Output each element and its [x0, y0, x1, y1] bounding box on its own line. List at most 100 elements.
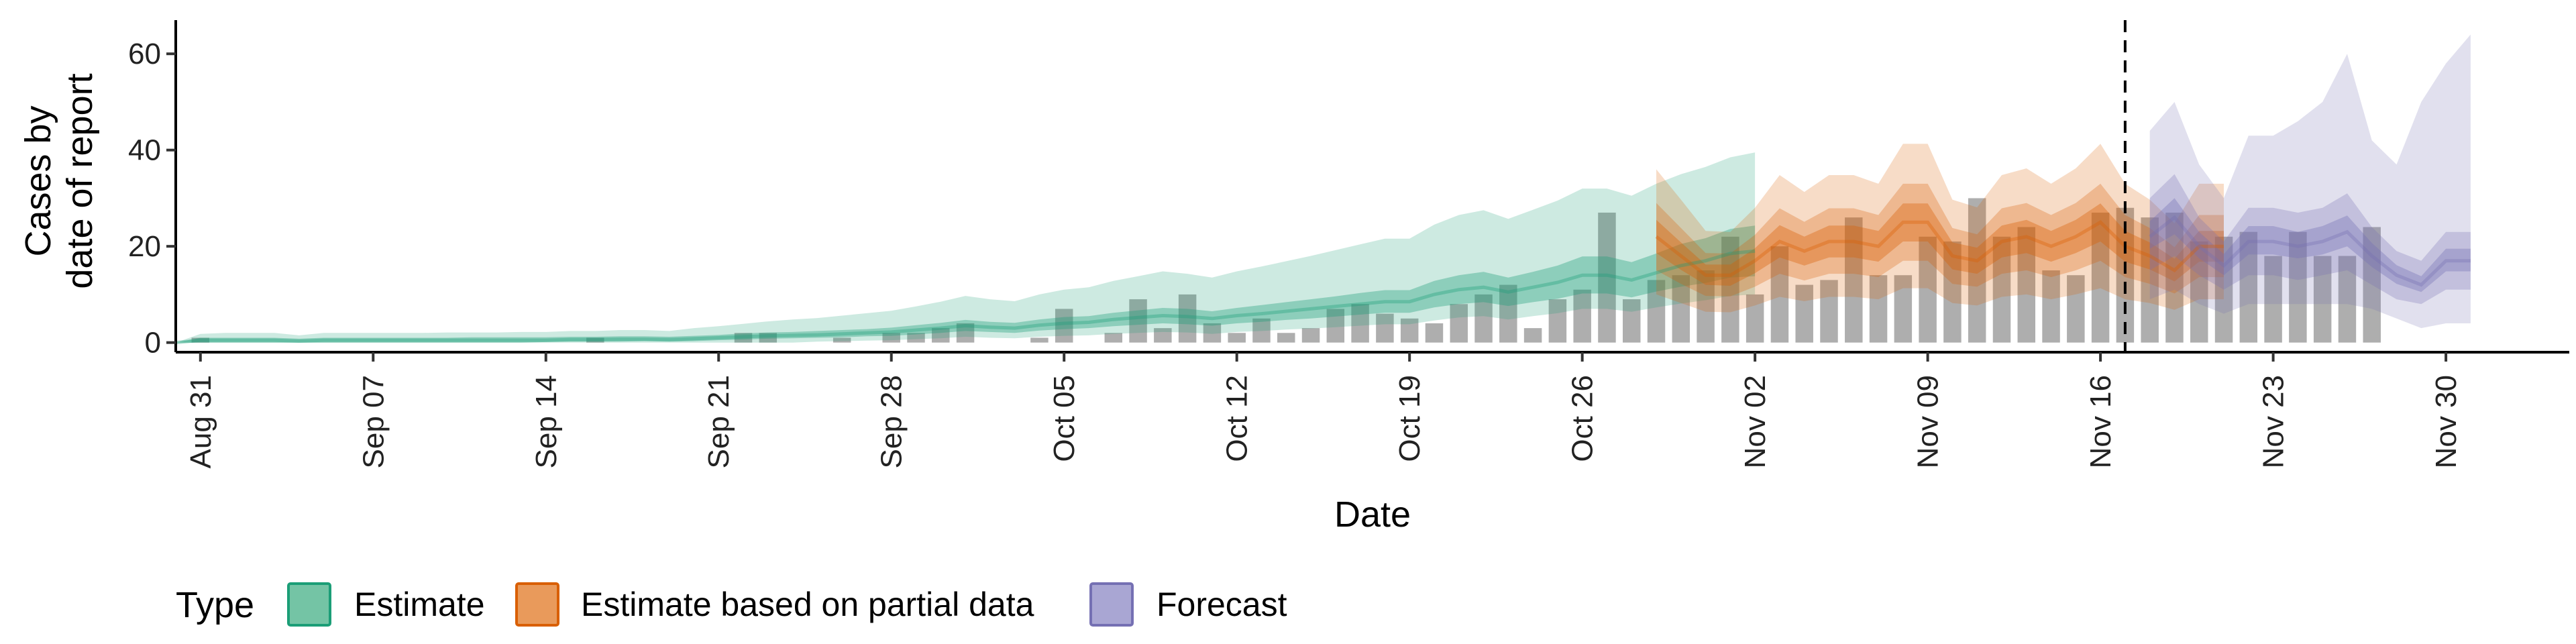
- reported-case-bar: [2141, 217, 2159, 343]
- x-tick-label: Sep 14: [530, 375, 563, 468]
- median-line-series-2: [2149, 215, 2471, 287]
- reported-case-bar: [2190, 241, 2208, 343]
- band-outer-series-0: [176, 152, 1756, 343]
- band-mid-series-2: [2149, 174, 2471, 305]
- series-0-bands: [176, 152, 1756, 343]
- y-tick-label: 60: [128, 38, 161, 70]
- reported-case-bar: [1030, 337, 1049, 343]
- x-tick-label: Nov 02: [1739, 375, 1772, 468]
- reported-case-bar: [1203, 323, 1222, 343]
- legend-label-estimate: Estimate: [354, 586, 485, 623]
- x-tick-label: Sep 07: [357, 375, 390, 468]
- reported-case-bar: [2017, 227, 2036, 343]
- reported-case-bar: [1622, 299, 1641, 343]
- band-inner-series-0: [176, 225, 1756, 343]
- reported-case-bar: [1301, 328, 1320, 343]
- x-tick-label: Nov 09: [1912, 375, 1945, 468]
- y-tick-label: 40: [128, 134, 161, 167]
- reported-case-bar: [1598, 212, 1616, 343]
- reported-case-bar: [1425, 323, 1444, 343]
- legend-swatch-forecast: [1089, 582, 1134, 627]
- reported-case-bar: [1992, 236, 2011, 343]
- reported-case-bar: [2214, 236, 2233, 343]
- reported-case-bar: [1252, 318, 1271, 343]
- median-line-series-0: [175, 249, 1756, 345]
- reported-case-bar: [1450, 304, 1468, 343]
- reported-case-bar: [1746, 294, 1764, 343]
- reported-case-bar: [191, 337, 210, 343]
- reported-case-bar: [1845, 217, 1863, 343]
- y-tick-label: 0: [145, 327, 161, 360]
- reported-case-bar: [1277, 333, 1295, 343]
- reported-case-bar: [2239, 231, 2258, 343]
- reported-case-bar: [1770, 246, 1789, 343]
- y-tick-label: 20: [128, 230, 161, 263]
- reported-case-bar: [1351, 304, 1369, 343]
- reported-case-bar: [2338, 256, 2357, 343]
- reported-case-bar: [1647, 280, 1666, 343]
- legend: Type Estimate Estimate based on partial …: [176, 582, 1287, 627]
- x-tick-label: Aug 31: [184, 375, 217, 468]
- reported-case-bar: [932, 328, 950, 343]
- band-mid-series-1: [1656, 183, 2224, 297]
- reported-case-bar: [1968, 198, 1986, 343]
- legend-title: Type: [176, 585, 254, 625]
- reported-case-bar: [1795, 284, 1813, 343]
- reported-case-bar: [759, 333, 777, 343]
- median-line-series-1: [1655, 220, 2224, 277]
- reported-case-bar: [2264, 256, 2282, 343]
- reported-case-bar: [2313, 256, 2332, 343]
- x-tick-label: Oct 12: [1221, 375, 1254, 462]
- reported-case-bar: [1523, 328, 1542, 343]
- reported-case-bar: [2363, 227, 2381, 343]
- series-1-bands: [1656, 144, 2224, 313]
- reported-case-bar: [1672, 275, 1690, 343]
- y-axis: 0 20 40 60: [128, 20, 177, 360]
- reported-cases-bars: [191, 198, 2381, 343]
- reported-case-bar: [2289, 231, 2307, 343]
- reported-case-bar: [1919, 236, 1937, 343]
- reported-case-bar: [1376, 313, 1394, 343]
- reported-case-bar: [1055, 309, 1073, 343]
- legend-label-partial: Estimate based on partial data: [581, 586, 1034, 623]
- legend-swatch-partial: [515, 582, 559, 627]
- x-tick-label: Sep 28: [875, 375, 908, 468]
- reported-case-bar: [2165, 212, 2184, 343]
- legend-swatch-estimate: [287, 582, 331, 627]
- reported-case-bar: [2042, 270, 2060, 343]
- reported-case-bar: [1499, 284, 1517, 343]
- x-tick-label: Oct 05: [1048, 375, 1081, 462]
- reported-case-bar: [1869, 275, 1888, 343]
- reported-case-bar: [586, 337, 604, 343]
- plot-area: [175, 34, 2471, 345]
- reported-case-bar: [1943, 241, 1962, 343]
- reported-case-bar: [1178, 294, 1197, 343]
- x-tick-label: Oct 26: [1566, 375, 1599, 462]
- median-lines: [175, 215, 2471, 345]
- reported-case-bar: [1104, 333, 1123, 343]
- x-tick-label: Nov 23: [2257, 375, 2290, 468]
- reported-case-bar: [1400, 318, 1419, 343]
- x-axis-title: Date: [1334, 494, 1411, 535]
- x-tick-label: Nov 30: [2430, 375, 2463, 468]
- reported-case-bar: [1474, 294, 1493, 343]
- x-tick-label: Oct 19: [1393, 375, 1426, 462]
- reported-case-bar: [1129, 299, 1147, 343]
- reported-case-bar: [734, 333, 753, 343]
- band-inner-series-1: [1656, 203, 2224, 286]
- band-inner-series-2: [2149, 198, 2471, 292]
- reported-case-bar: [1894, 275, 1913, 343]
- x-tick-label: Sep 21: [702, 375, 735, 468]
- legend-label-forecast: Forecast: [1157, 586, 1287, 623]
- x-tick-label: Nov 16: [2084, 375, 2117, 468]
- y-axis-title-line-1: Cases by: [18, 105, 58, 256]
- reported-case-bar: [1548, 299, 1567, 343]
- reported-case-bar: [1697, 270, 1715, 343]
- reported-case-bar: [1721, 236, 1739, 343]
- band-outer-series-1: [1656, 144, 2224, 313]
- y-axis-title-line-2: date of report: [60, 73, 100, 288]
- reported-case-bar: [1820, 280, 1838, 343]
- reported-case-bar: [2091, 212, 2110, 343]
- reported-case-bar: [1573, 289, 1591, 343]
